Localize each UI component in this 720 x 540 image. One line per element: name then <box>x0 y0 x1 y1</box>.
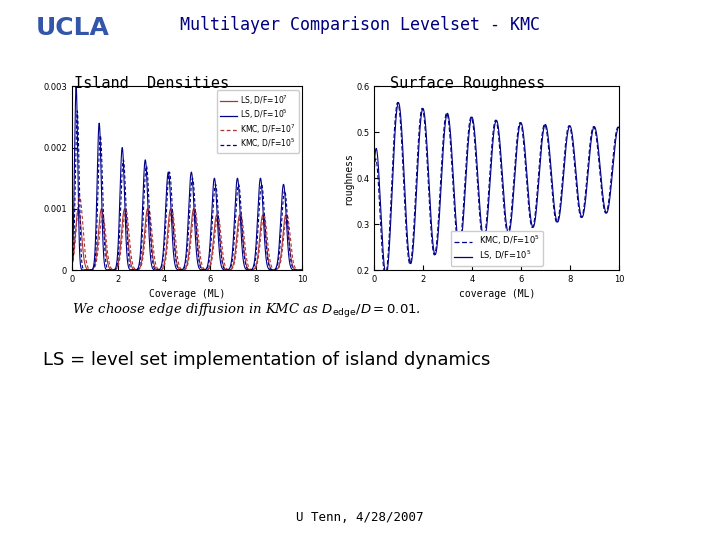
Text: U Tenn, 4/28/2007: U Tenn, 4/28/2007 <box>296 511 424 524</box>
Text: LS = level set implementation of island dynamics: LS = level set implementation of island … <box>43 351 490 369</box>
Text: We choose edge diffusion in KMC as $D_{\mathrm{edge}}/D = 0.01$.: We choose edge diffusion in KMC as $D_{\… <box>72 302 421 320</box>
Y-axis label: roughness: roughness <box>343 152 354 205</box>
Text: UCLA: UCLA <box>36 16 110 40</box>
Legend: KMC, D/F=10$^5$, LS, D/F=10$^5$: KMC, D/F=10$^5$, LS, D/F=10$^5$ <box>451 231 543 266</box>
Text: Surface Roughness: Surface Roughness <box>390 76 546 91</box>
Text: Island  Densities: Island Densities <box>73 76 229 91</box>
Text: Multilayer Comparison Levelset - KMC: Multilayer Comparison Levelset - KMC <box>180 16 540 34</box>
X-axis label: coverage (ML): coverage (ML) <box>459 289 535 299</box>
Legend: LS, D/F=10$^7$, LS, D/F=10$^5$, KMC, D/F=10$^7$, KMC, D/F=10$^5$: LS, D/F=10$^7$, LS, D/F=10$^5$, KMC, D/F… <box>217 90 299 153</box>
X-axis label: Coverage (ML): Coverage (ML) <box>149 289 225 299</box>
